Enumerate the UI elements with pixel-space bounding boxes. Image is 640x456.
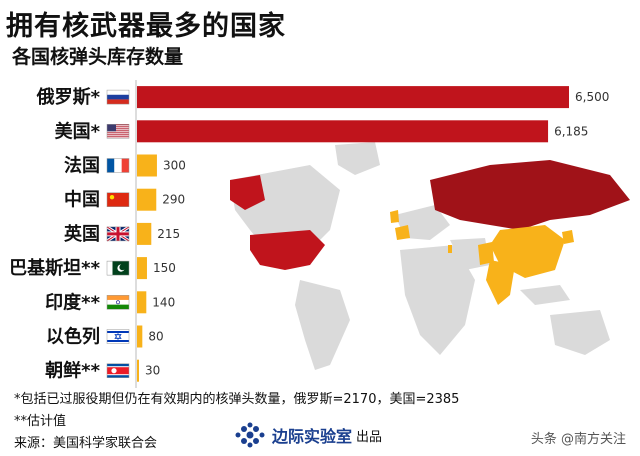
value-label: 80: [148, 330, 163, 344]
bar: [137, 257, 147, 280]
bar: [137, 325, 143, 348]
map-australia: [550, 310, 610, 355]
flag-china-icon: [106, 192, 130, 207]
value-label: 6,500: [575, 90, 609, 104]
value-label: 215: [157, 227, 180, 241]
bar: [137, 120, 549, 143]
footnote-estimate: **估计值: [14, 414, 67, 429]
map-south-america: [295, 280, 350, 370]
category-label: 朝鲜**: [45, 360, 100, 382]
bar: [137, 359, 139, 382]
chart-title: 拥有核武器最多的国家: [6, 11, 286, 42]
flag-india-icon: [106, 295, 130, 310]
world-map-background: [230, 142, 630, 370]
footnote-included-warheads: *包括已过服役期但仍在有效期内的核弹头数量，俄罗斯=2170，美国=2385: [14, 392, 460, 407]
bar: [137, 86, 569, 109]
map-north-korea: [562, 230, 574, 244]
value-label: 140: [152, 295, 175, 309]
map-greenland: [335, 142, 380, 175]
value-label: 290: [162, 193, 185, 207]
value-label: 150: [153, 261, 176, 275]
brand-logo-icon: [235, 422, 265, 448]
flag-usa-icon: [106, 124, 130, 139]
source-note: 来源：美国科学家联合会: [14, 436, 158, 451]
map-usa: [250, 230, 325, 270]
map-pakistan: [478, 242, 494, 265]
brand-suffix: 出品: [356, 429, 383, 445]
category-label: 法国: [64, 155, 100, 177]
brand-name: 边际实验室: [272, 427, 353, 446]
category-label: 俄罗斯*: [36, 86, 101, 108]
map-africa: [400, 245, 475, 355]
bar: [137, 222, 152, 245]
flag-russia-icon: [106, 89, 130, 105]
chart-subtitle: 各国核弹头库存数量: [12, 46, 184, 68]
category-label: 中国: [64, 189, 100, 211]
flag-france-icon: [106, 158, 130, 173]
category-label: 美国*: [55, 120, 101, 142]
watermark: 头条 @南方关注: [524, 426, 632, 449]
flag-pakistan-icon: [106, 260, 130, 276]
map-alaska: [230, 175, 265, 210]
bar: [137, 154, 157, 177]
map-russia: [430, 160, 630, 230]
flag-north-korea-icon: [106, 363, 130, 378]
map-uk: [390, 210, 399, 223]
value-label: 6,185: [554, 124, 588, 138]
category-label: 巴基斯坦**: [9, 257, 100, 279]
category-label: 英国: [63, 223, 100, 245]
map-israel: [448, 245, 452, 253]
brand: 边际实验室 出品: [232, 420, 382, 450]
flag-israel-icon: [106, 329, 130, 344]
value-label: 30: [145, 364, 160, 378]
map-india: [486, 260, 515, 305]
bar: [137, 188, 157, 211]
category-label: 印度**: [45, 291, 100, 313]
bar: [137, 291, 147, 314]
map-france: [395, 225, 410, 240]
map-southeast-asia: [520, 285, 570, 305]
category-label: 以色列: [46, 326, 100, 348]
flag-uk-icon: [106, 225, 130, 243]
value-label: 300: [163, 159, 186, 173]
